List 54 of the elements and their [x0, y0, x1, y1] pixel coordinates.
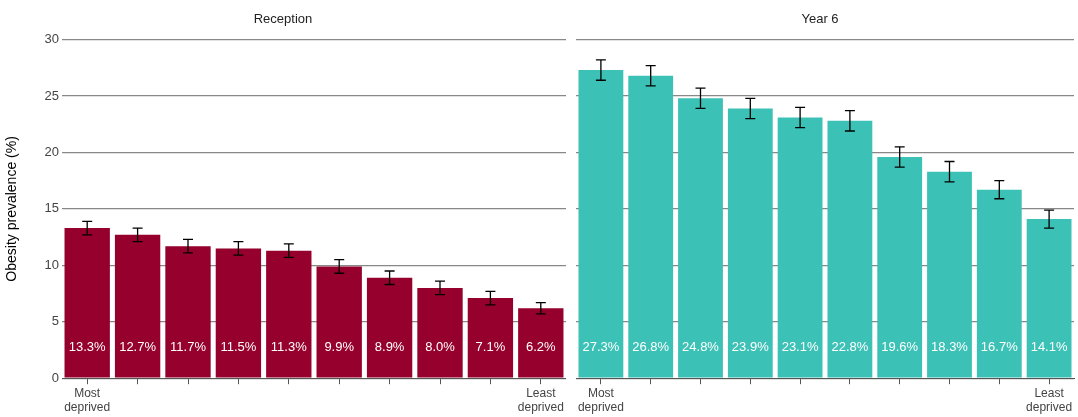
data-label: 19.6%	[881, 338, 919, 354]
bar	[366, 277, 413, 378]
x-tick-label: Most deprived	[64, 385, 111, 415]
data-label: 18.3%	[931, 338, 969, 354]
bar	[678, 98, 723, 378]
data-label: 11.7%	[170, 338, 207, 354]
bar	[976, 189, 1022, 378]
y-tick-label: 0	[51, 369, 59, 385]
data-label: 22.8%	[831, 338, 869, 354]
data-label: 23.9%	[731, 338, 770, 354]
data-label: 13.3%	[68, 338, 107, 354]
y-tick-label: 20	[44, 144, 59, 160]
y-axis-title: Obesity prevalence (%)	[3, 136, 20, 282]
bar	[777, 117, 823, 378]
bar	[1026, 219, 1072, 378]
x-tick-label: Least deprived	[517, 385, 564, 415]
chart-title: Reception	[253, 11, 313, 27]
data-label: 26.8%	[632, 338, 670, 354]
bar	[628, 75, 674, 378]
data-label: 24.8%	[682, 338, 720, 354]
data-label: 27.3%	[582, 338, 620, 354]
data-label: 7.1%	[475, 338, 506, 354]
data-label: 23.1%	[781, 338, 819, 354]
data-label: 11.5%	[220, 338, 257, 354]
x-tick-label: Most deprived	[577, 385, 624, 415]
chart-title: Year 6	[801, 11, 839, 27]
data-label: 12.7%	[119, 338, 157, 354]
y-tick-label: 15	[44, 200, 59, 216]
data-label: 16.7%	[980, 338, 1019, 354]
bar	[215, 248, 262, 378]
bar	[578, 70, 624, 378]
bar	[927, 171, 972, 378]
bar	[727, 108, 773, 378]
bar	[877, 156, 923, 378]
data-label: 8.0%	[425, 338, 456, 354]
data-label: 9.9%	[324, 338, 355, 354]
y-tick-label: 25	[44, 87, 59, 103]
bar	[417, 287, 463, 378]
data-label: 8.9%	[374, 338, 405, 354]
y-tick-label: 10	[44, 256, 59, 272]
bar	[64, 228, 110, 378]
y-tick-label: 5	[51, 313, 59, 329]
data-label: 14.1%	[1030, 338, 1068, 354]
bar	[467, 298, 514, 378]
bar	[266, 250, 312, 378]
bar	[316, 266, 362, 378]
data-label: 6.2%	[525, 338, 557, 354]
data-label: 11.3%	[270, 338, 308, 354]
bar	[518, 308, 564, 378]
bar	[165, 246, 211, 378]
y-tick-label: 30	[44, 31, 59, 47]
x-tick-label: Least deprived	[1026, 385, 1073, 415]
bar	[827, 120, 873, 378]
bar	[114, 234, 161, 378]
